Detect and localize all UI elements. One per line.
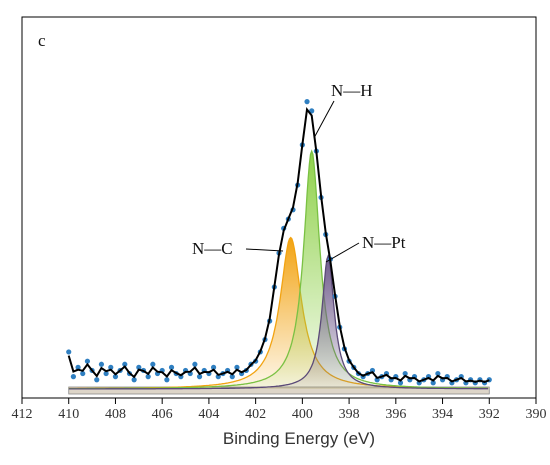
- annotation-arrow-n-pt: [325, 242, 360, 263]
- data-point: [98, 361, 105, 367]
- data-point: [164, 377, 170, 383]
- data-point: [309, 108, 315, 114]
- data-point: [168, 364, 175, 370]
- envelope-line: [67, 107, 490, 383]
- data-point: [234, 364, 240, 370]
- x-tick-label: 398: [339, 407, 360, 422]
- data-point: [402, 370, 408, 377]
- x-tick-label: 402: [245, 407, 266, 422]
- x-tick-label: 396: [385, 407, 406, 422]
- component-peak-fill: [68, 237, 490, 389]
- component-peak-line: [68, 254, 489, 390]
- x-axis-label: Binding Energy (eV): [223, 429, 375, 448]
- annotation-n-c: N—C: [192, 239, 233, 258]
- annotation-n-pt: N—Pt: [362, 233, 406, 252]
- panel-label: c: [38, 31, 46, 50]
- data-point: [75, 364, 81, 370]
- data-point: [435, 370, 441, 377]
- data-point: [210, 364, 217, 370]
- data-point: [112, 374, 119, 380]
- x-tick-label: 392: [479, 407, 500, 422]
- data-point: [94, 377, 100, 383]
- data-point: [229, 374, 235, 380]
- data-point: [103, 370, 109, 377]
- data-point: [70, 374, 76, 380]
- data-point: [66, 349, 72, 355]
- x-tick-label: 400: [292, 407, 313, 422]
- annotation-n-h: N—H: [331, 81, 373, 100]
- data-point: [196, 374, 203, 380]
- data-point: [192, 361, 198, 367]
- x-tick-label: 406: [152, 407, 173, 422]
- data-point: [304, 99, 310, 105]
- x-tick-label: 408: [105, 407, 126, 422]
- annotation-arrow-n-h: [313, 100, 335, 139]
- component-peaks: [68, 149, 490, 395]
- data-point: [108, 364, 114, 370]
- x-tick-label: 394: [432, 407, 453, 422]
- data-point: [84, 358, 91, 364]
- data-point: [131, 377, 137, 383]
- x-axis-ticks: 412 410 408 406 404 402 400 398 396 394 392 390: [12, 398, 547, 422]
- x-tick-label: 412: [12, 407, 33, 422]
- data-point: [397, 380, 404, 386]
- data-point: [80, 370, 86, 377]
- data-point: [145, 374, 151, 380]
- annotation-arrow-n-c: [245, 248, 284, 252]
- x-tick-label: 410: [58, 407, 79, 422]
- data-point: [122, 361, 128, 367]
- plot-frame: [21, 16, 537, 399]
- data-point: [430, 380, 436, 386]
- data-point: [150, 361, 156, 367]
- x-tick-label: 390: [526, 407, 547, 422]
- peak-annotations: N—H N—C N—Pt: [192, 81, 406, 263]
- data-point: [136, 364, 142, 370]
- x-tick-label: 404: [198, 407, 219, 422]
